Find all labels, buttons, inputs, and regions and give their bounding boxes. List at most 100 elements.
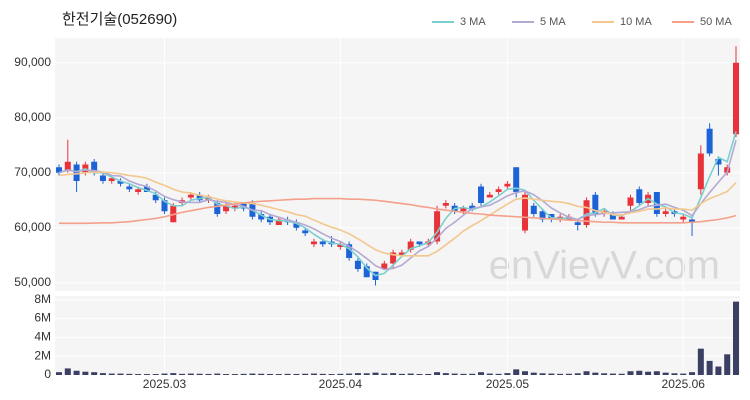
volume-bar <box>346 373 353 375</box>
candle-body <box>363 266 370 278</box>
candle-body <box>653 192 660 214</box>
y-tick-label: 80,000 <box>14 110 51 124</box>
volume-bar <box>143 374 150 375</box>
volume-bar <box>135 374 142 375</box>
candle-body <box>64 161 71 170</box>
ma-line <box>58 171 737 257</box>
volume-bar <box>662 372 669 375</box>
candle-body <box>689 219 696 223</box>
volume-bar <box>724 354 731 375</box>
candle-body <box>504 183 511 187</box>
candle-body <box>592 194 599 214</box>
volume-bar <box>82 371 89 375</box>
volume-bar <box>117 373 124 375</box>
candle-body <box>73 164 80 181</box>
candle-body <box>258 214 265 220</box>
volume-bar <box>495 373 502 375</box>
volume-bar <box>293 373 300 375</box>
volume-bar <box>521 371 528 375</box>
volume-bar <box>390 373 397 375</box>
volume-bar <box>214 373 221 375</box>
volume-bar <box>565 373 572 375</box>
volume-bar <box>223 374 230 375</box>
chart-title: 한전기술(052690) <box>62 11 177 28</box>
candle-body <box>706 128 713 154</box>
volume-bar <box>733 301 739 375</box>
volume-bar <box>627 371 634 375</box>
candle-body <box>187 194 194 198</box>
candle-body <box>680 216 687 220</box>
legend-label: 5 MA <box>540 16 566 28</box>
x-tick-label: 2025.06 <box>662 377 706 391</box>
candle-body <box>469 205 476 209</box>
volume-bar <box>478 372 485 375</box>
candle-body <box>548 214 555 220</box>
volume-bar <box>205 373 212 375</box>
volume-bar <box>557 373 564 375</box>
candle-body <box>161 200 168 212</box>
candle-body <box>627 197 634 206</box>
x-tick-label: 2025.05 <box>486 377 530 391</box>
volume-bar <box>275 374 282 375</box>
candle-body <box>346 244 353 258</box>
volume-tick-label: 2M <box>34 348 51 362</box>
candle-body <box>152 194 159 201</box>
candle-body <box>398 252 405 256</box>
volume-bar <box>680 373 687 375</box>
volume-bar <box>645 371 652 375</box>
volume-bar <box>715 366 722 375</box>
volume-bar <box>460 373 467 375</box>
legend-label: 10 MA <box>620 16 652 28</box>
candle-body <box>636 189 643 203</box>
candle-body <box>223 205 230 212</box>
candle-body <box>214 203 221 214</box>
candle-body <box>513 167 520 192</box>
volume-bar <box>126 373 133 375</box>
candle-body <box>390 252 397 264</box>
watermark: enVievV.com <box>489 244 720 288</box>
candle-body <box>618 216 625 220</box>
volume-bar <box>179 373 186 375</box>
candle-body <box>733 62 739 135</box>
volume-tick-label: 4M <box>34 330 51 344</box>
volume-bar <box>583 371 590 375</box>
volume-bar <box>398 373 405 375</box>
volume-bar <box>64 368 71 375</box>
candle-body <box>478 186 485 203</box>
candle-body <box>143 186 150 192</box>
volume-bar <box>469 373 476 375</box>
candle-body <box>530 205 537 214</box>
candle-body <box>583 200 590 225</box>
volume-bar <box>574 373 581 375</box>
volume-bar <box>240 373 247 375</box>
volume-bar <box>451 373 458 375</box>
legend-label: 3 MA <box>460 16 486 28</box>
volume-bar <box>91 372 98 375</box>
legend-label: 50 MA <box>700 16 732 28</box>
candle-body <box>293 222 300 228</box>
y-tick-label: 60,000 <box>14 220 51 234</box>
volume-bar <box>372 372 379 375</box>
volume-bar <box>653 371 660 375</box>
volume-bar <box>636 370 643 375</box>
volume-bar <box>249 373 256 375</box>
x-tick-label: 2025.03 <box>143 377 187 391</box>
candle-body <box>407 241 414 250</box>
candle-body <box>609 214 616 220</box>
y-tick-label: 70,000 <box>14 165 51 179</box>
volume-bar <box>170 373 177 375</box>
volume-bar <box>671 373 678 375</box>
volume-plot-bg <box>55 296 740 375</box>
volume-tick-label: 6M <box>34 311 51 325</box>
volume-bar <box>609 373 616 375</box>
volume-bar <box>152 374 159 375</box>
candle-body <box>662 211 669 214</box>
candle-body <box>495 189 502 192</box>
candle-body <box>521 194 528 231</box>
volume-bar <box>258 373 265 375</box>
volume-bar <box>231 374 238 375</box>
y-tick-label: 90,000 <box>14 55 51 69</box>
volume-bar <box>337 373 344 375</box>
volume-bar <box>328 374 335 375</box>
